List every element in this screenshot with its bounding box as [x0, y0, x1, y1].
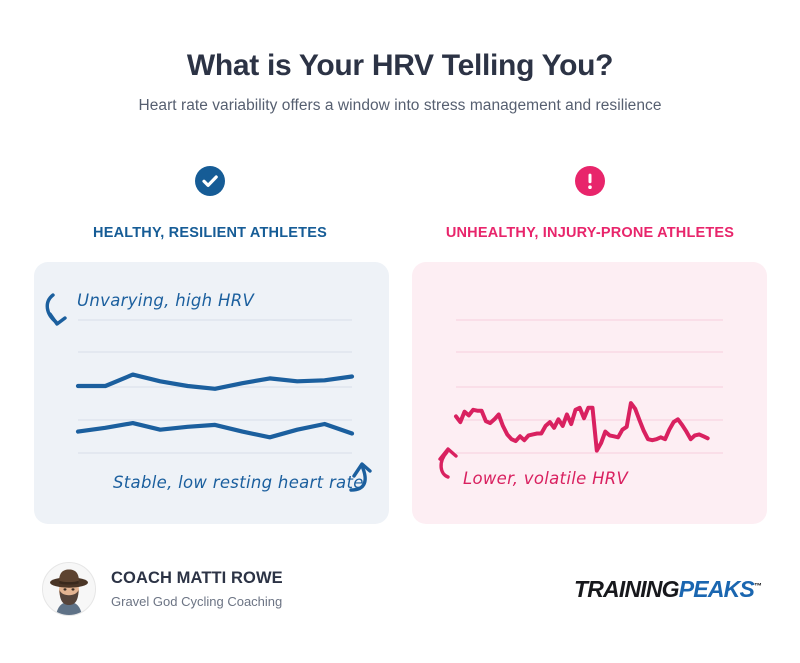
coach-business: Gravel God Cycling Coaching [111, 594, 283, 609]
series-line-resting-hr [75, 421, 355, 440]
page-subtitle: Heart rate variability offers a window i… [138, 97, 662, 114]
chart-card-healthy: Unvarying, high HRV Stable, low resting … [34, 262, 389, 524]
logo-text-peaks: PEAKS [678, 576, 755, 602]
logo-trademark-symbol: ™ [754, 581, 762, 591]
annotation-label-top: Unvarying, high HRV [77, 291, 255, 310]
annotation-arrow-bottom [349, 462, 372, 492]
chart-card-unhealthy: Lower, volatile HRV [412, 262, 767, 524]
trainingpeaks-logo: TRAININGPEAKS™ [574, 576, 762, 603]
column-label-healthy: HEALTHY, RESILIENT ATHLETES [93, 225, 327, 241]
gridlines-right [456, 319, 723, 454]
coach-avatar [42, 562, 96, 616]
exclamation-circle-icon [575, 166, 605, 196]
coach-credit: COACH MATTI ROWE Gravel God Cycling Coac… [42, 562, 283, 616]
series-line-volatile-hrv [454, 401, 710, 453]
check-circle-icon [195, 166, 225, 196]
header: What is Your HRV Telling You? Heart rate… [0, 48, 800, 115]
footer: COACH MATTI ROWE Gravel God Cycling Coac… [0, 556, 800, 636]
column-heading-unhealthy: UNHEALTHY, INJURY-PRONE ATHLETES [410, 166, 770, 241]
column-label-unhealthy: UNHEALTHY, INJURY-PRONE ATHLETES [445, 225, 735, 241]
coach-name: COACH MATTI ROWE [111, 569, 283, 587]
page-title: What is Your HRV Telling You? [186, 49, 614, 82]
series-line-hrv [75, 372, 355, 391]
coach-text: COACH MATTI ROWE Gravel God Cycling Coac… [111, 569, 283, 609]
gridlines-left [78, 319, 352, 454]
annotation-arrow-top [45, 293, 67, 326]
annotation-arrow-bottom [438, 447, 458, 479]
column-heading-healthy: HEALTHY, RESILIENT ATHLETES [30, 166, 390, 241]
annotation-label-bottom: Stable, low resting heart rate [113, 473, 364, 492]
logo-text-training: TRAINING [573, 576, 680, 602]
annotation-label-bottom: Lower, volatile HRV [463, 469, 630, 488]
